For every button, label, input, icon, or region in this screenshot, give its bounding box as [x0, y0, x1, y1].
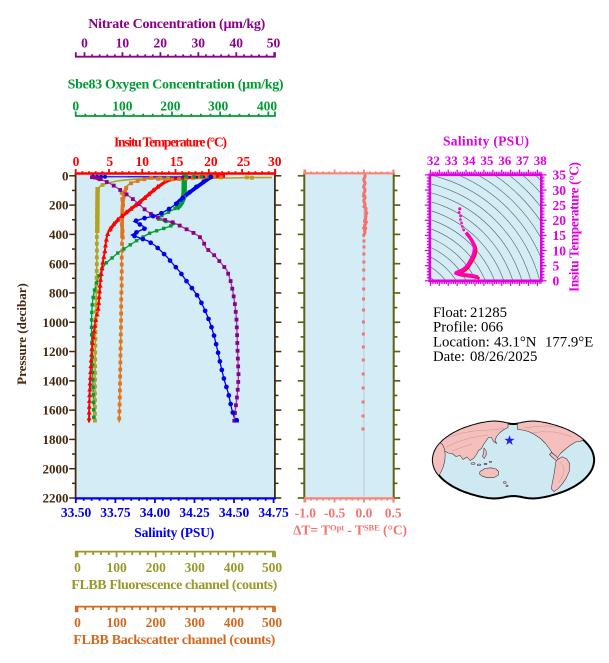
svg-text:800: 800 [49, 286, 69, 301]
svg-text:2000: 2000 [43, 461, 69, 476]
svg-text:Location:: Location: [433, 334, 490, 350]
svg-text:50: 50 [267, 36, 281, 51]
svg-text:33.75: 33.75 [100, 505, 131, 520]
svg-text:400: 400 [49, 227, 69, 242]
svg-text:25: 25 [553, 198, 567, 213]
svg-text:34.50: 34.50 [219, 505, 250, 520]
svg-text:Float:: Float: [433, 305, 468, 321]
svg-text:5: 5 [553, 258, 560, 273]
svg-text:38: 38 [534, 153, 548, 168]
svg-text:FLBB Fluorescence channel (cou: FLBB Fluorescence channel (counts) [71, 578, 277, 593]
svg-text:-1.0: -1.0 [295, 505, 317, 520]
svg-text:0: 0 [81, 36, 88, 51]
svg-text:300: 300 [185, 615, 206, 630]
svg-text:100: 100 [106, 615, 127, 630]
svg-text:36: 36 [498, 153, 512, 168]
svg-text:600: 600 [49, 256, 69, 271]
svg-text:33.50: 33.50 [61, 505, 92, 520]
svg-text:Nitrate Concentration (µm/kg): Nitrate Concentration (µm/kg) [88, 17, 265, 32]
svg-text:0: 0 [62, 168, 69, 183]
svg-text:20: 20 [553, 213, 567, 228]
svg-text:066: 066 [481, 320, 503, 336]
svg-text:37: 37 [516, 153, 530, 168]
svg-text:0.5: 0.5 [385, 505, 402, 520]
svg-text:0: 0 [74, 615, 81, 630]
svg-text:21285: 21285 [470, 305, 507, 321]
svg-text:400: 400 [257, 98, 278, 113]
svg-text:300: 300 [208, 98, 229, 113]
svg-text:300: 300 [185, 560, 206, 575]
svg-text:34.25: 34.25 [179, 505, 210, 520]
svg-text:200: 200 [49, 198, 69, 213]
svg-text:33: 33 [445, 153, 459, 168]
svg-text:0: 0 [73, 154, 80, 169]
svg-text:Date:: Date: [433, 349, 465, 365]
svg-text:200: 200 [146, 560, 167, 575]
svg-text:1400: 1400 [43, 373, 69, 388]
svg-text:177.9°E: 177.9°E [545, 334, 593, 350]
svg-text:25: 25 [237, 154, 251, 169]
svg-text:Salinity (PSU): Salinity (PSU) [443, 133, 529, 148]
svg-text:1800: 1800 [43, 432, 69, 447]
svg-text:30: 30 [268, 154, 282, 169]
svg-text:400: 400 [224, 615, 245, 630]
svg-text:15: 15 [553, 228, 567, 243]
svg-text:500: 500 [262, 560, 283, 575]
svg-text:30: 30 [192, 36, 206, 51]
svg-text:08/26/2025: 08/26/2025 [470, 349, 537, 365]
svg-text:Insitu Temperature (°C): Insitu Temperature (°C) [567, 162, 582, 292]
svg-text:10: 10 [116, 36, 130, 51]
svg-text:0.0: 0.0 [355, 505, 372, 520]
svg-text:15: 15 [170, 154, 184, 169]
svg-text:20: 20 [204, 154, 218, 169]
svg-text:35: 35 [480, 153, 494, 168]
svg-text:1200: 1200 [43, 344, 69, 359]
svg-text:5: 5 [106, 154, 113, 169]
svg-text:43.1°N: 43.1°N [494, 334, 537, 350]
svg-text:1600: 1600 [43, 403, 69, 418]
svg-text:1000: 1000 [43, 315, 69, 330]
svg-text:ΔT= TOpt - TSBE (°C): ΔT= TOpt - TSBE (°C) [293, 522, 407, 537]
svg-text:10: 10 [553, 243, 567, 258]
svg-text:0: 0 [553, 274, 560, 289]
svg-text:0: 0 [72, 98, 79, 113]
svg-text:500: 500 [262, 615, 283, 630]
svg-text:10: 10 [136, 154, 150, 169]
svg-text:32: 32 [427, 153, 440, 168]
svg-text:Profile:: Profile: [433, 320, 477, 336]
svg-text:34.00: 34.00 [140, 505, 171, 520]
svg-text:Pressure (decibar): Pressure (decibar) [14, 283, 29, 385]
svg-text:400: 400 [224, 560, 245, 575]
svg-text:40: 40 [229, 36, 243, 51]
svg-text:34.75: 34.75 [258, 505, 289, 520]
svg-text:100: 100 [106, 560, 127, 575]
svg-text:FLBB Backscatter channel (coun: FLBB Backscatter channel (counts) [73, 633, 275, 648]
svg-text:34: 34 [463, 153, 477, 168]
svg-text:200: 200 [146, 615, 167, 630]
svg-text:100: 100 [112, 98, 133, 113]
svg-text:Insitu Temperature (°C): Insitu Temperature (°C) [114, 135, 227, 150]
svg-text:30: 30 [553, 183, 567, 198]
svg-text:Salinity (PSU): Salinity (PSU) [134, 525, 214, 540]
svg-text:2200: 2200 [43, 491, 69, 506]
svg-text:20: 20 [154, 36, 168, 51]
svg-text:Sbe83 Oxygen Concentration (µm: Sbe83 Oxygen Concentration (µm/kg) [68, 78, 284, 93]
svg-text:-0.5: -0.5 [324, 505, 346, 520]
svg-text:200: 200 [160, 98, 181, 113]
svg-text:0: 0 [74, 560, 81, 575]
svg-text:35: 35 [553, 168, 567, 183]
